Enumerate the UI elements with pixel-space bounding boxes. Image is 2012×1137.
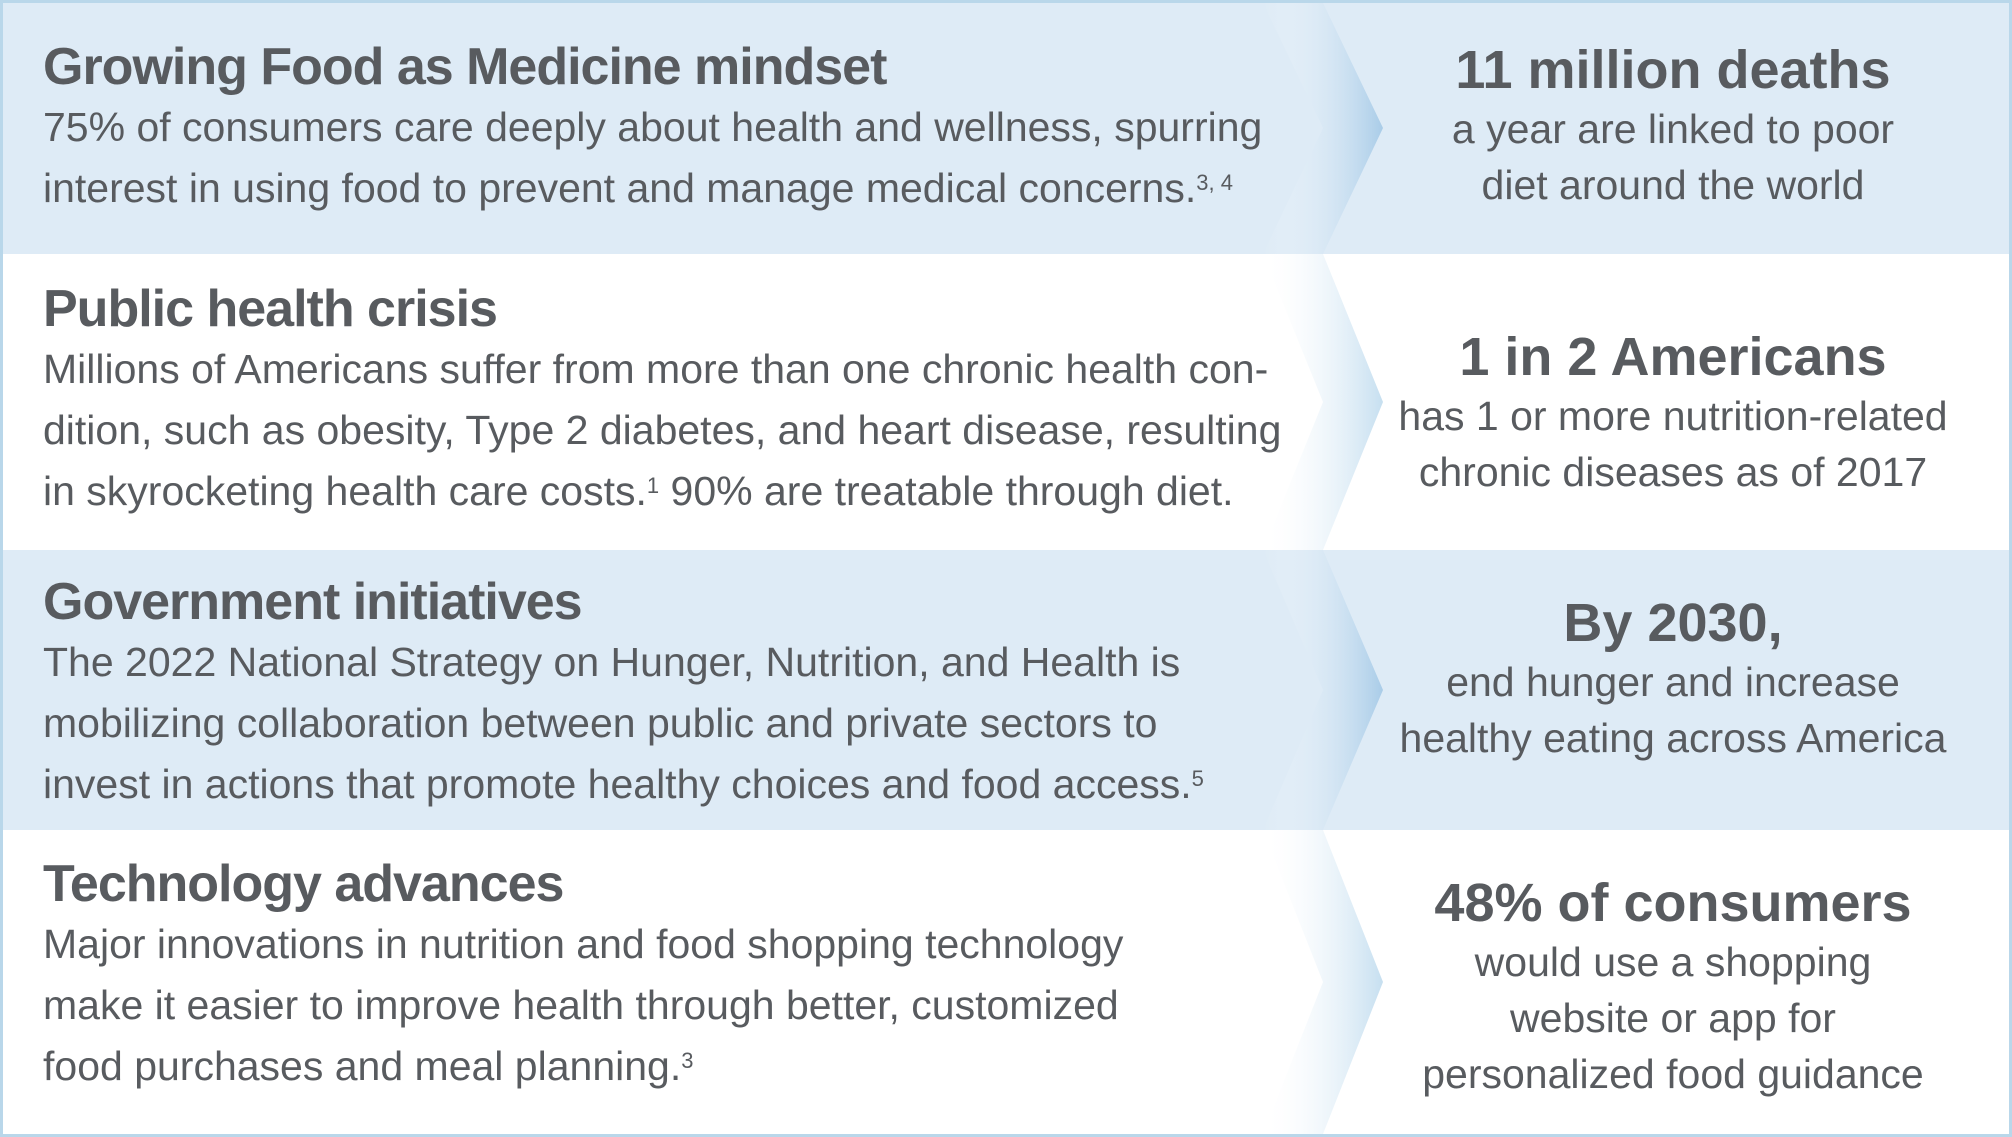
chevron-arrow-icon <box>1263 3 1383 254</box>
stat-line: website or app for <box>1510 995 1836 1041</box>
stat-headline: By 2030, <box>1563 593 1783 653</box>
row-body: Major innovations in nutrition and food … <box>43 914 1343 1097</box>
stat-line: a year are linked to poor <box>1451 106 1895 152</box>
chevron-arrow-icon <box>1263 550 1383 830</box>
row-text-block: Public health crisis Millions of America… <box>43 279 1343 522</box>
stat-line: end hunger and increase <box>1446 659 1900 705</box>
body-line: in skyrocketing health care costs. <box>43 468 647 514</box>
row-body: 75% of consumers care deeply about healt… <box>43 97 1343 219</box>
row-food-as-medicine: Growing Food as Medicine mindset 75% of … <box>3 3 2009 254</box>
body-line: make it easier to improve health through… <box>43 982 1119 1028</box>
row-text-block: Growing Food as Medicine mindset 75% of … <box>43 37 1343 219</box>
stat-block: 11 million deaths a year are linked to p… <box>1373 39 1973 213</box>
body-line: Millions of Americans suffer from more t… <box>43 346 1269 392</box>
body-line: food purchases and meal planning. <box>43 1043 682 1089</box>
stat-block: By 2030, end hunger and increase healthy… <box>1373 592 1973 766</box>
row-heading: Government initiatives <box>43 573 583 631</box>
row-public-health-crisis: Public health crisis Millions of America… <box>3 254 2009 550</box>
body-line: Major innovations in nutrition and food … <box>43 921 1124 967</box>
body-line: 75% of consumers care deeply about healt… <box>43 104 1263 150</box>
body-line: invest in actions that promote healthy c… <box>43 761 1192 807</box>
stat-line: would use a shopping <box>1474 939 1872 985</box>
row-heading: Public health crisis <box>43 280 498 338</box>
stat-line: diet around the world <box>1481 162 1865 208</box>
row-heading: Growing Food as Medicine mindset <box>43 38 887 96</box>
stat-headline: 1 in 2 Americans <box>1459 327 1887 387</box>
stat-block: 48% of consumers would use a shopping we… <box>1373 872 1973 1102</box>
body-line: The 2022 National Strategy on Hunger, Nu… <box>43 639 1181 685</box>
stat-block: 1 in 2 Americans has 1 or more nutrition… <box>1373 326 1973 500</box>
row-text-block: Technology advances Major innovations in… <box>43 854 1343 1097</box>
row-body: Millions of Americans suffer from more t… <box>43 339 1343 522</box>
row-technology-advances: Technology advances Major innovations in… <box>3 830 2009 1134</box>
chevron-arrow-icon <box>1263 254 1383 550</box>
body-line: interest in using food to prevent and ma… <box>43 165 1197 211</box>
footnote-ref: 3 <box>681 1048 694 1073</box>
row-heading: Technology advances <box>43 855 564 913</box>
stat-line: personalized food guidance <box>1422 1051 1924 1097</box>
stat-line: healthy eating across America <box>1399 715 1947 761</box>
body-line: dition, such as obesity, Type 2 diabetes… <box>43 407 1282 453</box>
stat-headline: 48% of consumers <box>1434 873 1912 933</box>
body-line: mobilizing collaboration between public … <box>43 700 1158 746</box>
footnote-ref: 1 <box>646 473 660 498</box>
footnote-ref: 5 <box>1191 766 1204 791</box>
stat-line: chronic diseases as of 2017 <box>1418 449 1928 495</box>
chevron-arrow-icon <box>1263 830 1383 1134</box>
stat-line: has 1 or more nutrition-related <box>1398 393 1948 439</box>
row-body: The 2022 National Strategy on Hunger, Nu… <box>43 632 1343 815</box>
row-text-block: Government initiatives The 2022 National… <box>43 572 1343 815</box>
body-line-tail: 90% are treatable through diet. <box>659 468 1234 514</box>
footnote-ref: 3, 4 <box>1196 170 1233 195</box>
row-government-initiatives: Government initiatives The 2022 National… <box>3 550 2009 830</box>
stat-headline: 11 million deaths <box>1455 40 1891 100</box>
